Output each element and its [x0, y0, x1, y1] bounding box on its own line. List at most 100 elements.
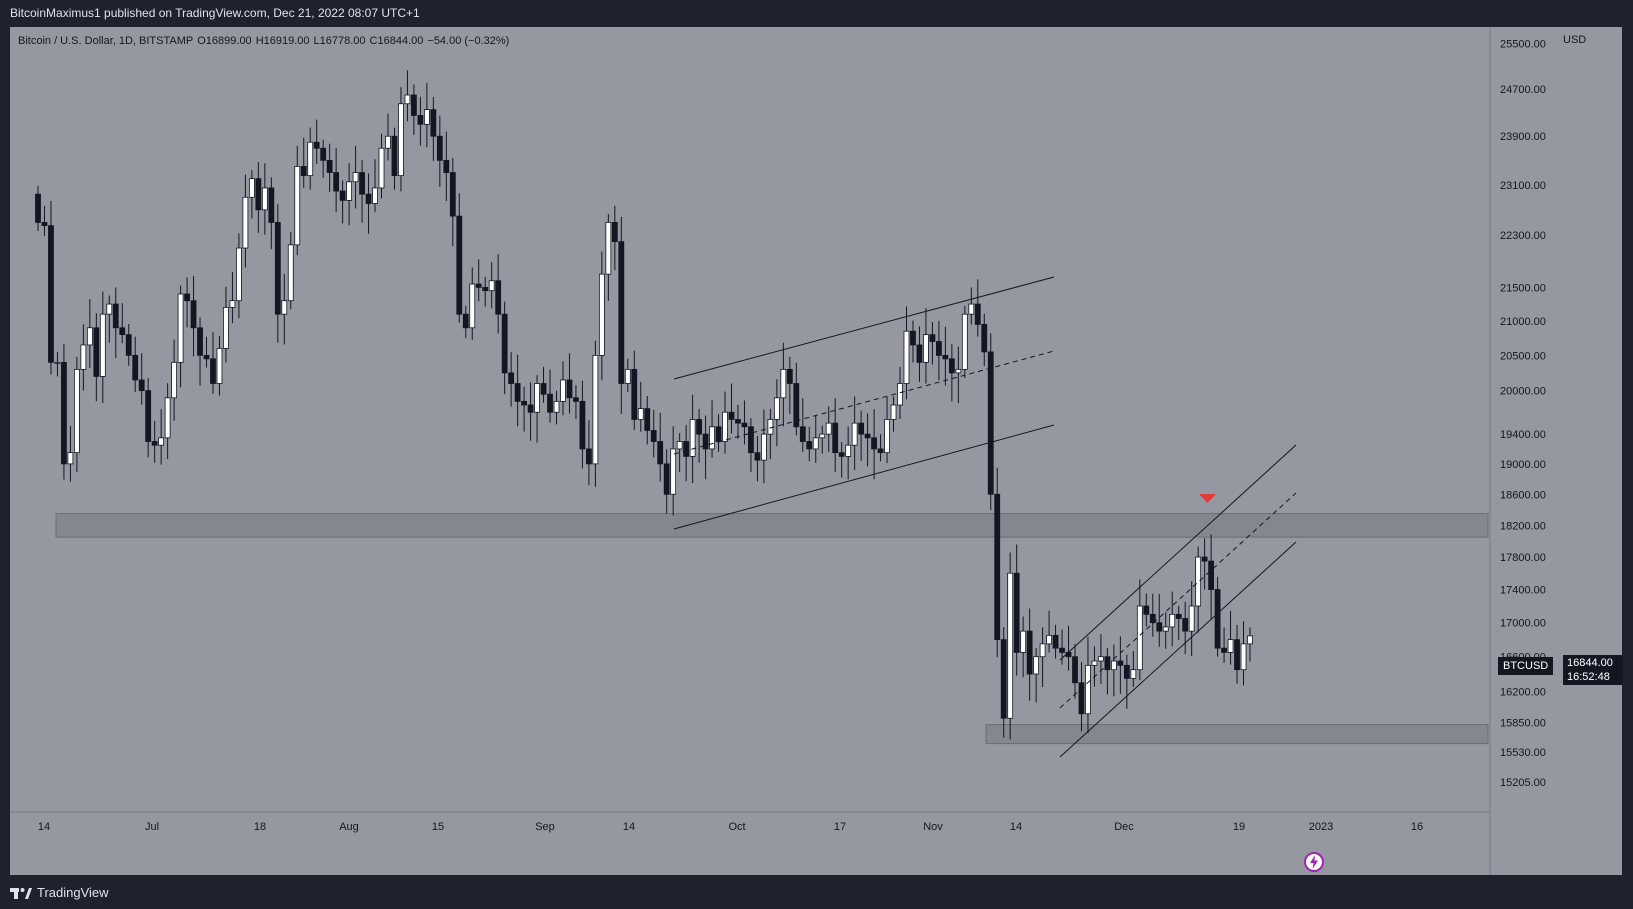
price-tick-label: 17000.00	[1500, 618, 1546, 630]
candle-body	[916, 344, 923, 363]
candle-body	[268, 187, 275, 223]
price-tick-label: 18200.00	[1500, 520, 1546, 532]
price-tick-label: 19400.00	[1500, 429, 1546, 441]
candle-body	[48, 225, 54, 363]
channel-1-lower	[673, 424, 1055, 530]
chart-area[interactable]: 25500.00 24700.00 23900.00 23100.00 22300.00…	[10, 27, 1623, 875]
candle-body	[1117, 660, 1124, 666]
currency-label: USD	[1563, 34, 1587, 46]
candle-body	[145, 390, 152, 442]
candle-body	[475, 283, 482, 288]
candle-body	[294, 166, 301, 246]
price-tick-label: 24700.00	[1500, 84, 1546, 96]
legend-close: C16844.00	[369, 35, 424, 47]
candle-body	[171, 361, 178, 399]
candle-body	[1052, 634, 1059, 649]
candle-body	[961, 313, 968, 370]
candle-body	[832, 422, 839, 454]
support-zone-upper	[55, 513, 1489, 538]
price-tick-label: 20500.00	[1500, 350, 1546, 362]
candle-body	[1214, 589, 1221, 649]
time-tick-label: Oct	[728, 821, 745, 833]
candle-body	[164, 397, 171, 439]
time-tick-label: Aug	[339, 821, 359, 833]
lightning-icon[interactable]	[1304, 852, 1324, 872]
candle-body	[605, 222, 612, 275]
candle-body	[378, 147, 385, 189]
candle-body	[203, 354, 210, 360]
candle-body	[611, 222, 618, 243]
channel-1-mid	[673, 350, 1055, 455]
support-zone-lower	[985, 724, 1489, 745]
price-tick-label: 21000.00	[1500, 316, 1546, 328]
candle-body	[974, 303, 981, 325]
candle-body	[838, 452, 845, 457]
candle-body	[923, 334, 929, 363]
candle-body	[799, 426, 806, 442]
candle-body	[1188, 605, 1195, 632]
legend-low: L16778.00	[313, 35, 366, 47]
candle-body	[106, 303, 113, 315]
candle-body	[715, 426, 722, 442]
price-tick-label: 15850.00	[1500, 718, 1546, 730]
candle-body	[935, 341, 942, 356]
candle-body	[722, 411, 728, 442]
price-tick-label: 20000.00	[1500, 386, 1546, 398]
publisher-bar: BitcoinMaximus1 published on TradingView…	[0, 0, 1633, 27]
price-tick-label: 17400.00	[1500, 585, 1546, 597]
candle-body	[281, 300, 288, 315]
candle-body	[80, 344, 87, 370]
candle-body	[527, 404, 534, 413]
candle-body	[897, 383, 903, 406]
candle-body	[482, 286, 489, 292]
legend-symbol: Bitcoin / U.S. Dollar, 1D, BITSTAMP	[18, 35, 194, 47]
price-chart[interactable]: 25500.00 24700.00 23900.00 23100.00 22300.00…	[10, 27, 1622, 875]
candle-body	[417, 115, 424, 125]
candle-body	[560, 379, 566, 402]
time-tick-label: Dec	[1114, 821, 1134, 833]
candle-body	[631, 368, 638, 420]
candle-body	[534, 383, 540, 413]
candle-body	[1098, 656, 1104, 662]
candle-body	[1182, 618, 1189, 632]
channel-2-lower	[1059, 541, 1297, 758]
candle-body	[229, 300, 236, 308]
candle-body	[346, 181, 353, 201]
candle-body	[158, 437, 165, 446]
candle-body	[1234, 639, 1240, 671]
candle-body	[1013, 572, 1020, 653]
candle-body	[248, 178, 255, 198]
candle-body	[644, 408, 651, 431]
candle-body	[495, 280, 502, 315]
candle-body	[508, 372, 515, 384]
candle-body	[780, 368, 787, 399]
candle-body	[884, 419, 890, 454]
candle-body	[741, 422, 748, 428]
candle-body	[851, 422, 858, 446]
candle-body	[99, 313, 106, 377]
candle-body	[948, 358, 955, 374]
bar-countdown: 16:52:48	[1567, 671, 1610, 683]
publisher-text: BitcoinMaximus1 published on TradingView…	[10, 6, 420, 20]
candle-body	[1059, 647, 1065, 653]
candle-body	[1020, 630, 1027, 653]
symbol-legend: Bitcoin / U.S. Dollar, 1D, BITSTAMP O168…	[18, 35, 509, 47]
candle-body	[586, 448, 592, 465]
time-tick-label: 14	[1010, 821, 1022, 833]
candle-body	[579, 400, 586, 450]
candle-body	[1007, 572, 1014, 719]
candle-body	[1169, 613, 1176, 628]
candle-body	[1208, 560, 1215, 590]
candle-body	[864, 433, 871, 439]
candle-body	[1240, 643, 1247, 671]
candle-body	[151, 441, 158, 446]
candle-body	[754, 452, 761, 461]
candle-body	[598, 273, 605, 356]
candle-body	[1195, 556, 1202, 607]
candle-body	[624, 368, 631, 384]
price-tick-label: 16200.00	[1500, 687, 1546, 699]
symbol-tag: BTCUSD	[1498, 657, 1554, 675]
candle-body	[812, 437, 819, 450]
candle-body	[443, 159, 450, 173]
candle-body	[521, 400, 527, 406]
